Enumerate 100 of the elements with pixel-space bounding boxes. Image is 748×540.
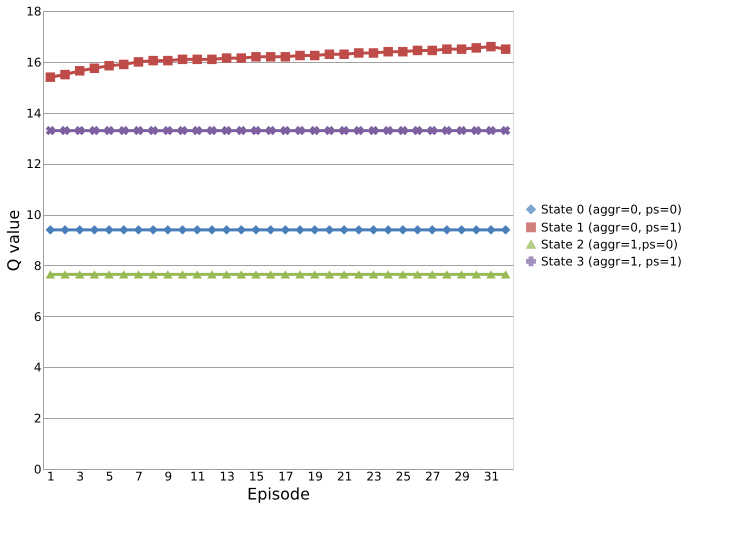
point [383, 46, 393, 56]
point [383, 126, 393, 136]
point [339, 225, 349, 235]
point [500, 270, 510, 278]
point [207, 225, 217, 235]
x-tick-label: 31 [484, 470, 500, 484]
y-tick-label: 0 [34, 462, 42, 476]
point [368, 225, 378, 235]
point [148, 56, 158, 66]
point [148, 126, 158, 136]
point [207, 54, 217, 64]
point [339, 270, 349, 278]
point [486, 42, 496, 52]
point [178, 270, 188, 278]
point [500, 225, 510, 235]
point [354, 225, 364, 235]
point [251, 225, 261, 235]
point [163, 225, 173, 235]
point [90, 270, 100, 278]
point [104, 60, 114, 70]
point [280, 52, 290, 62]
point [251, 126, 261, 136]
point [163, 270, 173, 278]
point [178, 225, 188, 235]
point [207, 270, 217, 278]
point [472, 43, 482, 53]
point [280, 126, 290, 136]
point [178, 126, 188, 136]
x-tick-label: 3 [76, 470, 84, 484]
point [134, 225, 144, 235]
point [90, 225, 100, 235]
x-tick-label: 9 [164, 470, 172, 484]
point [295, 270, 305, 278]
legend-label: State 2 (aggr=1,ps=0) [541, 237, 678, 252]
point [324, 270, 334, 278]
x-tick-label: 17 [278, 470, 294, 484]
y-tick-label: 4 [34, 360, 42, 375]
point [266, 225, 276, 235]
y-tick-label: 18 [26, 4, 42, 18]
point [104, 126, 114, 136]
point [398, 46, 408, 56]
point [192, 270, 202, 278]
x-tick-label: 23 [366, 470, 382, 484]
point [251, 270, 261, 278]
x-tick-label: 29 [454, 470, 470, 484]
point [398, 126, 408, 136]
point [266, 52, 276, 62]
point [104, 225, 114, 235]
point [383, 270, 393, 278]
point [368, 270, 378, 278]
point [280, 270, 290, 278]
y-tick-label: 8 [34, 258, 42, 273]
point [60, 270, 70, 278]
point [192, 54, 202, 64]
legend-label: State 1 (aggr=0, ps=1) [541, 220, 682, 234]
point [427, 270, 437, 278]
legend-label: State 3 (aggr=1, ps=1) [541, 254, 682, 268]
point [442, 44, 452, 54]
x-tick-label: 19 [308, 470, 323, 484]
point [339, 50, 349, 59]
point [134, 126, 144, 136]
point [295, 126, 305, 136]
point [266, 270, 276, 278]
point [148, 270, 158, 278]
point [324, 50, 334, 59]
point [368, 126, 378, 136]
point [46, 225, 56, 235]
point [46, 126, 56, 136]
y-tick-label: 16 [26, 55, 42, 70]
x-tick-label: 7 [135, 470, 143, 484]
x-tick-label: 15 [248, 470, 264, 484]
point [46, 72, 56, 82]
point [178, 54, 188, 64]
point [427, 225, 437, 235]
point [486, 225, 496, 235]
point [74, 270, 84, 278]
point [236, 270, 246, 278]
point [60, 126, 70, 136]
x-axis-title: Episode [247, 484, 310, 504]
point [472, 126, 481, 136]
point [354, 48, 364, 58]
x-tick-label: 11 [190, 470, 206, 484]
point [222, 53, 232, 63]
point [295, 50, 305, 60]
point [486, 270, 496, 278]
point [280, 225, 290, 235]
x-tick-label: 25 [396, 470, 411, 484]
y-tick-label: 2 [34, 412, 42, 426]
point [295, 225, 305, 235]
x-tick-label: 5 [106, 470, 114, 484]
point [398, 270, 408, 278]
point [236, 126, 246, 136]
point [134, 57, 144, 67]
point [134, 270, 144, 278]
point [251, 52, 261, 62]
point [46, 270, 56, 278]
point [412, 225, 422, 235]
legend-label: State 0 (aggr=0, ps=0) [541, 202, 682, 216]
x-tick-label: 21 [336, 470, 352, 484]
point [163, 126, 173, 136]
